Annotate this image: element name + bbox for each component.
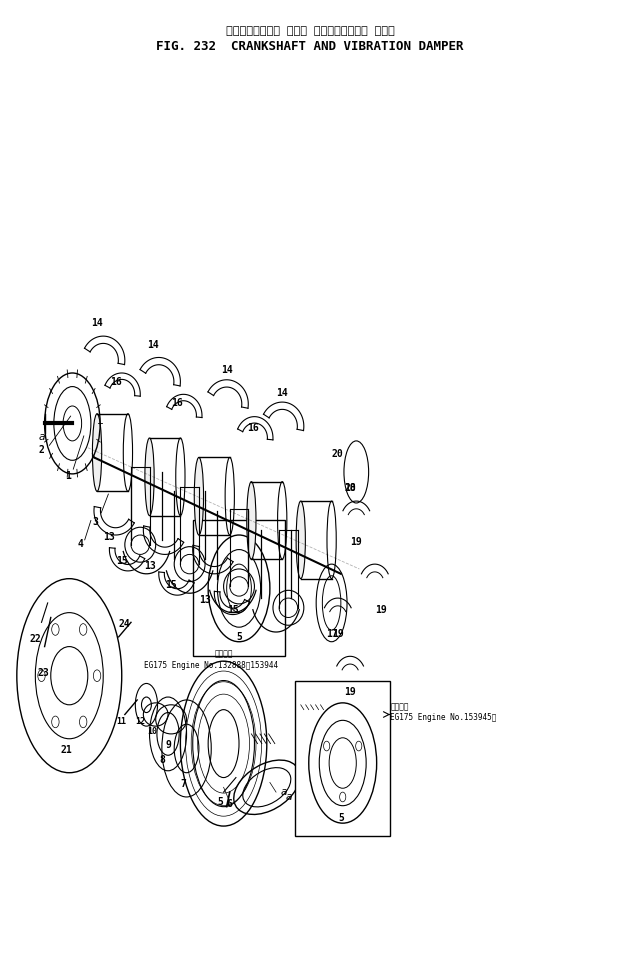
Text: EG175 Engine No.132888～153944: EG175 Engine No.132888～153944	[144, 661, 278, 670]
Text: 18: 18	[344, 484, 356, 493]
Text: 19: 19	[332, 629, 343, 639]
Text: EG175 Engine No.153945～: EG175 Engine No.153945～	[390, 713, 497, 722]
Text: 24: 24	[119, 619, 131, 630]
Text: 21: 21	[60, 745, 72, 755]
Ellipse shape	[92, 414, 102, 491]
Text: 3: 3	[92, 518, 98, 527]
Text: FIG. 232  CRANKSHAFT AND VIBRATION DAMPER: FIG. 232 CRANKSHAFT AND VIBRATION DAMPER	[156, 40, 464, 54]
Text: 11: 11	[117, 717, 126, 726]
Text: 19: 19	[350, 537, 362, 547]
Text: 適用号機: 適用号機	[215, 649, 233, 659]
Text: 4: 4	[78, 539, 83, 549]
Text: 15: 15	[116, 557, 128, 566]
Text: 15: 15	[227, 604, 239, 615]
Text: 5: 5	[236, 631, 242, 642]
Text: 20: 20	[332, 450, 343, 459]
Ellipse shape	[194, 457, 203, 535]
Text: 16: 16	[171, 398, 183, 408]
Text: 14: 14	[147, 340, 159, 349]
Ellipse shape	[296, 501, 306, 579]
Text: 5: 5	[338, 813, 344, 823]
Text: a: a	[285, 792, 292, 802]
Text: 23: 23	[37, 667, 49, 677]
Text: 5: 5	[218, 797, 223, 807]
Text: 16: 16	[247, 423, 259, 433]
Text: 15: 15	[166, 580, 177, 591]
Text: 9: 9	[165, 740, 171, 750]
Text: 8: 8	[159, 755, 165, 765]
Text: 12: 12	[135, 717, 145, 726]
Text: 13: 13	[104, 532, 115, 542]
Ellipse shape	[247, 482, 256, 559]
Text: 19: 19	[344, 687, 356, 697]
Text: 13: 13	[199, 595, 211, 605]
Text: クランクシャフト および バイブレーション ダンパ: クランクシャフト および バイブレーション ダンパ	[226, 25, 394, 36]
Text: 16: 16	[110, 377, 122, 386]
Text: 適用号機: 適用号機	[390, 703, 409, 711]
Text: 19: 19	[375, 604, 387, 615]
Text: 7: 7	[180, 779, 187, 789]
Text: 6: 6	[227, 799, 232, 809]
FancyBboxPatch shape	[193, 521, 285, 657]
Text: 13: 13	[144, 561, 156, 571]
Text: 17: 17	[326, 629, 337, 639]
Text: 14: 14	[91, 318, 103, 329]
Text: 14: 14	[277, 388, 288, 398]
Text: a: a	[281, 787, 288, 797]
Ellipse shape	[145, 438, 154, 516]
Text: 14: 14	[221, 365, 232, 375]
Text: 2: 2	[38, 445, 45, 454]
Text: 1: 1	[65, 471, 71, 481]
Text: 10: 10	[148, 727, 157, 736]
Text: a: a	[38, 432, 45, 442]
Text: 20: 20	[344, 484, 356, 493]
Text: 22: 22	[30, 633, 41, 644]
FancyBboxPatch shape	[294, 680, 390, 836]
